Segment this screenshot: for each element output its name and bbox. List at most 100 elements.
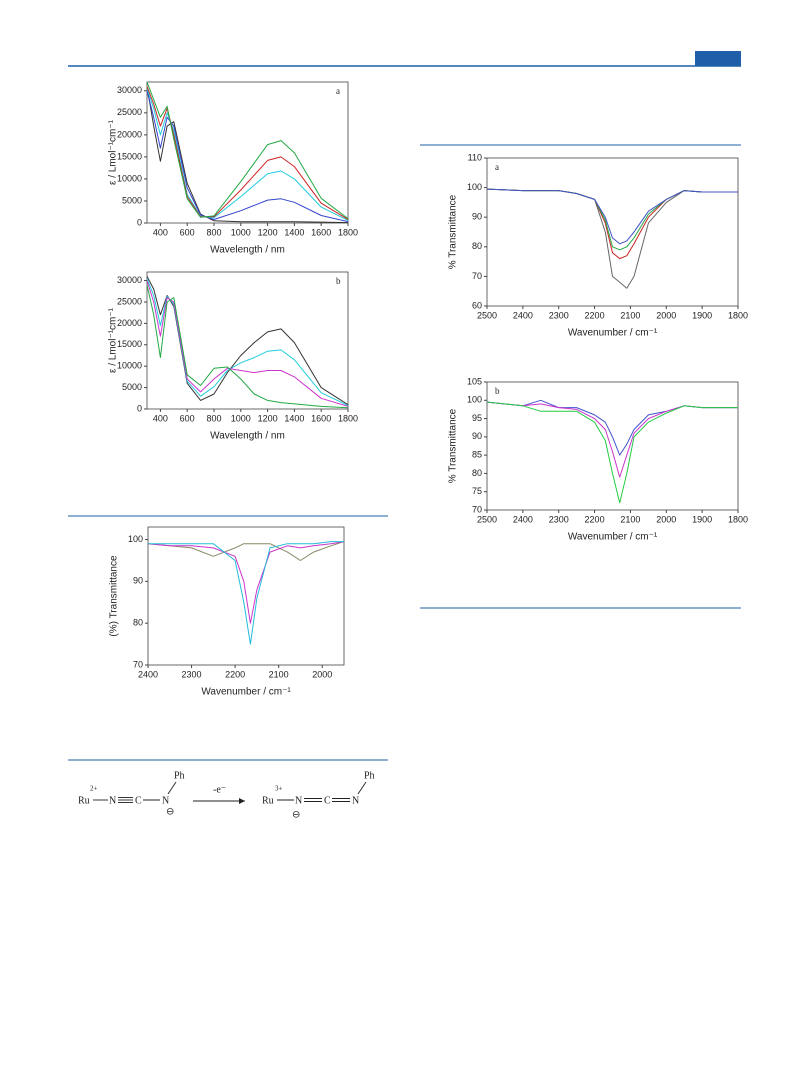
y-tick-label: 80 — [133, 618, 143, 628]
y-tick-label: 100 — [467, 395, 482, 405]
y-tick-label: 75 — [472, 486, 482, 496]
x-tick-label: 400 — [153, 413, 168, 423]
x-tick-label: 1900 — [692, 310, 712, 320]
y-axis-label: ε / Lmol⁻¹cm⁻¹ — [108, 307, 119, 373]
chart: 2400 2300 2200 2100 2000 70 80 90 100 Wavenumber … — [109, 526, 345, 698]
x-tick-label: 1600 — [311, 413, 331, 423]
atom: N — [295, 795, 302, 806]
x-tick-label: 1000 — [231, 227, 251, 237]
x-axis-label: Wavelength / nm — [210, 245, 285, 256]
series-line — [148, 541, 344, 624]
plot-frame — [486, 381, 739, 511]
bond — [167, 781, 177, 795]
group: Ph — [364, 770, 375, 781]
x-tick-label: 800 — [206, 413, 221, 423]
x-tick-label: 2000 — [656, 514, 676, 524]
panel-label: a — [336, 86, 340, 96]
x-tick-label: 600 — [180, 227, 195, 237]
y-tick-label: 70 — [133, 659, 143, 669]
series-line — [147, 276, 348, 406]
y-tick-label: 70 — [472, 504, 482, 514]
y-tick-label: 25000 — [117, 107, 142, 117]
y-tick-label: 25000 — [117, 296, 142, 306]
x-tick-label: 400 — [153, 227, 168, 237]
y-tick-label: 80 — [472, 468, 482, 478]
y-tick-label: 0 — [137, 403, 142, 413]
x-tick-label: 2500 — [477, 310, 497, 320]
plot-frame — [146, 81, 349, 224]
x-tick-label: 1200 — [258, 227, 278, 237]
x-tick-label: 1800 — [338, 227, 358, 237]
y-axis-label: % Transmittance — [448, 408, 459, 483]
y-axis-label: % Transmittance — [448, 194, 459, 269]
x-tick-label: 1800 — [728, 310, 748, 320]
series-line — [487, 188, 738, 260]
x-tick-label: 2200 — [225, 669, 245, 679]
chart: 400 600 800 1000 1200 1400 1600 1800 0 5000 10000 1… — [108, 271, 358, 442]
charge: 3+ — [275, 785, 283, 793]
y-tick-label: 85 — [472, 450, 482, 460]
y-axis-label: (%) Transmittance — [109, 555, 120, 637]
x-tick-label: 2300 — [549, 310, 569, 320]
series-line — [487, 401, 738, 478]
y-tick-label: 30000 — [117, 85, 142, 95]
y-axis-label: ε / Lmol⁻¹cm⁻¹ — [108, 119, 119, 185]
plot-frame — [147, 526, 345, 666]
y-tick-label: 15000 — [117, 339, 142, 349]
x-tick-label: 2000 — [656, 310, 676, 320]
y-tick-label: 90 — [472, 431, 482, 441]
y-tick-label: 90 — [133, 576, 143, 586]
chart: 2500 2400 2300 2200 2100 2000 1900 1800 60 70 80 90… — [448, 152, 748, 338]
y-tick-label: 15000 — [117, 151, 142, 161]
x-tick-label: 2100 — [620, 514, 640, 524]
y-tick-label: 0 — [137, 217, 142, 227]
atom: Ru — [262, 795, 274, 806]
y-tick-label: 60 — [472, 300, 482, 310]
series-line — [487, 399, 738, 456]
x-axis-label: Wavenumber / cm⁻¹ — [201, 687, 291, 698]
y-tick-label: 20000 — [117, 318, 142, 328]
x-axis-label: Wavelength / nm — [210, 431, 285, 442]
x-tick-label: 2500 — [477, 514, 497, 524]
y-tick-label: 20000 — [117, 129, 142, 139]
charge: 2+ — [90, 785, 98, 793]
y-tick-label: 105 — [467, 376, 482, 386]
x-tick-label: 2200 — [585, 514, 605, 524]
x-tick-label: 2200 — [585, 310, 605, 320]
atom: N — [352, 795, 359, 806]
y-tick-label: 10000 — [117, 361, 142, 371]
series-line — [487, 401, 738, 504]
x-tick-label: 2100 — [269, 669, 289, 679]
x-tick-label: 1000 — [231, 413, 251, 423]
series-line — [487, 188, 738, 251]
header-tab — [695, 51, 741, 66]
y-tick-label: 5000 — [122, 382, 142, 392]
y-tick-label: 100 — [467, 182, 482, 192]
x-tick-label: 2300 — [549, 514, 569, 524]
series-line — [487, 188, 738, 289]
panel-label: b — [495, 386, 500, 396]
chart: 400 600 800 1000 1200 1400 1600 1800 0 5000 10000 1… — [108, 81, 358, 256]
panel-label: b — [336, 276, 341, 286]
x-tick-label: 1800 — [338, 413, 358, 423]
y-tick-label: 100 — [128, 534, 143, 544]
arrow-head — [239, 798, 245, 804]
plot-frame — [486, 157, 739, 307]
x-tick-label: 2100 — [620, 310, 640, 320]
x-tick-label: 1800 — [728, 514, 748, 524]
y-tick-label: 80 — [472, 241, 482, 251]
y-tick-label: 5000 — [122, 195, 142, 205]
x-tick-label: 600 — [180, 413, 195, 423]
x-tick-label: 1400 — [284, 227, 304, 237]
x-axis-label: Wavenumber / cm⁻¹ — [568, 328, 658, 339]
charge: ⊖ — [166, 806, 174, 817]
y-tick-label: 110 — [468, 152, 482, 162]
group: Ph — [174, 770, 185, 781]
series-line — [147, 278, 348, 407]
y-tick-label: 10000 — [117, 173, 142, 183]
y-tick-label: 95 — [472, 413, 482, 423]
series-line — [147, 82, 348, 219]
series-line — [147, 280, 348, 407]
